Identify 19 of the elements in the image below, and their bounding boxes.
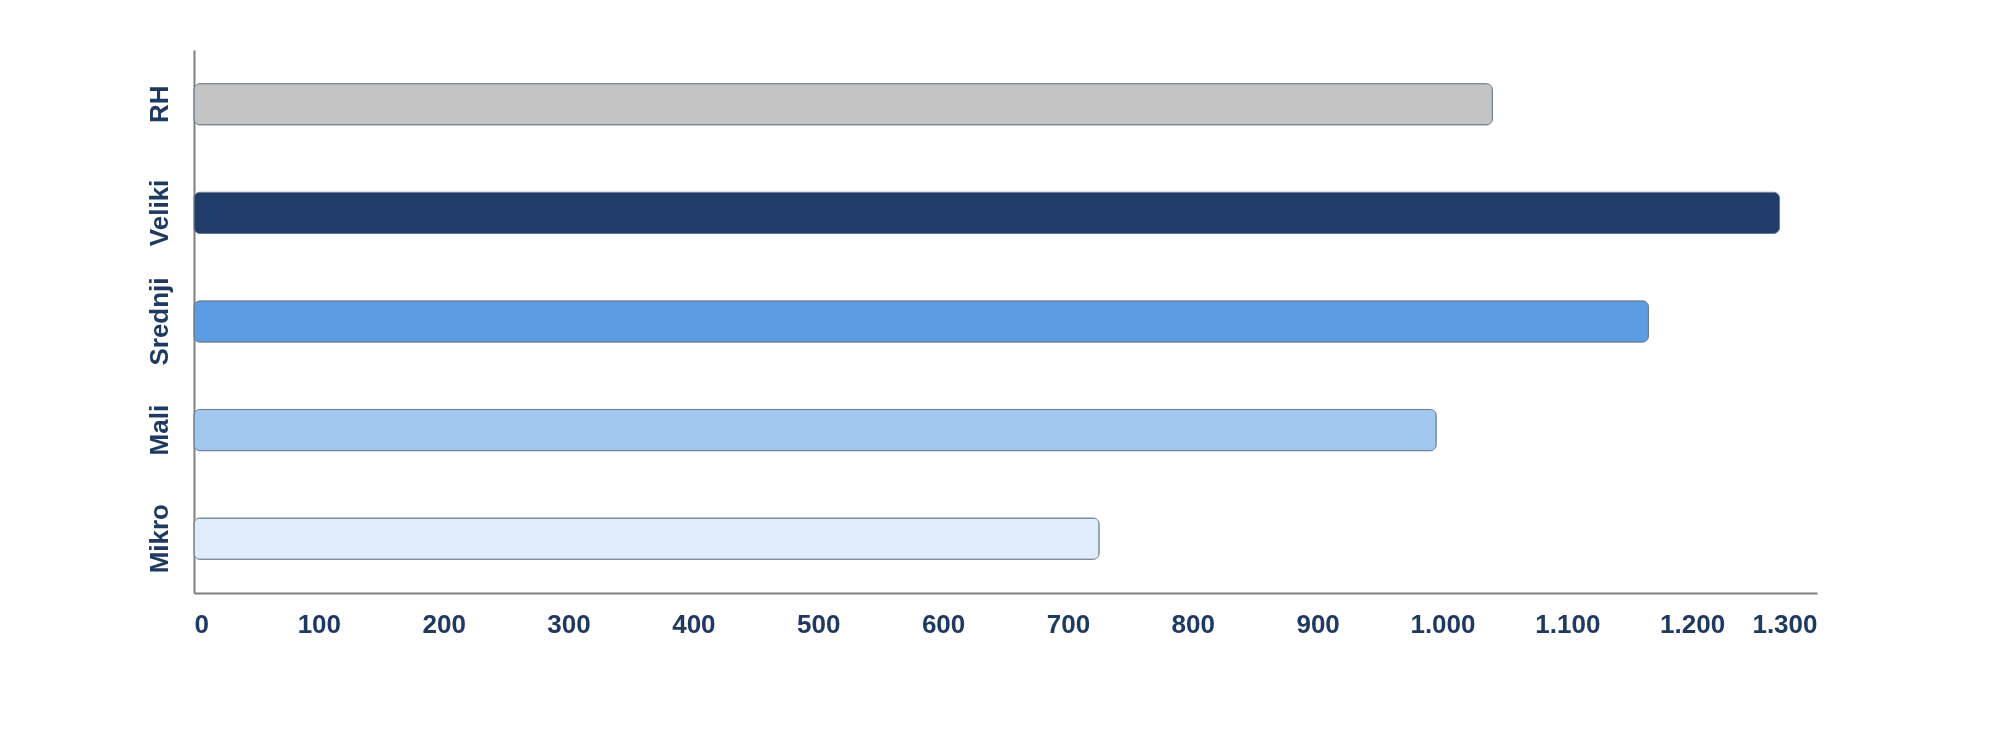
- x-tick-label: 1.300: [1752, 608, 1818, 639]
- y-tick-label: Mikro: [143, 504, 174, 574]
- x-tick-label: 700: [1046, 608, 1091, 639]
- x-tick-label: 600: [921, 608, 966, 639]
- x-tick-label: 0: [194, 608, 209, 639]
- x-tick-label: 1.100: [1535, 608, 1601, 639]
- y-tick-label: RH: [143, 85, 174, 124]
- x-tick-label: 300: [547, 608, 591, 639]
- x-tick-label: 100: [297, 608, 342, 639]
- x-tick-label: 1.000: [1410, 608, 1476, 639]
- x-tick-label: 1.200: [1660, 608, 1726, 639]
- x-tick-label: 400: [672, 608, 716, 639]
- y-tick-label: Veliki: [143, 179, 174, 247]
- y-tick-label: Mali: [143, 404, 174, 456]
- x-tick-label: 200: [422, 608, 466, 639]
- x-tick-label: 900: [1296, 608, 1340, 639]
- y-tick-label: Srednji: [143, 277, 174, 366]
- x-tick-label: 800: [1171, 608, 1215, 639]
- x-tick-label: 500: [797, 608, 841, 639]
